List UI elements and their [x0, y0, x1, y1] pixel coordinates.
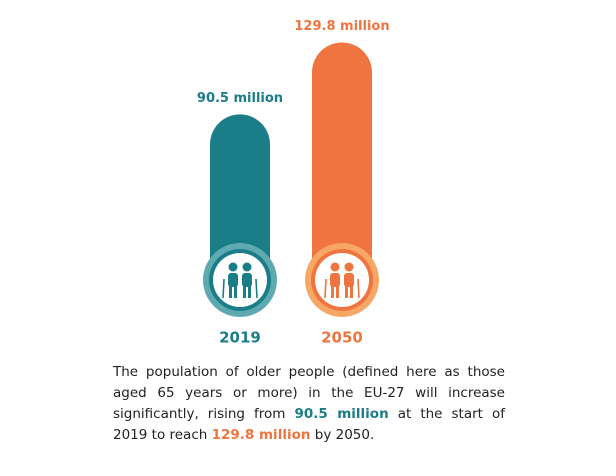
value-label: 90.5 million [197, 91, 283, 106]
icon [222, 262, 258, 299]
icon-inner [213, 253, 267, 307]
icon-leg [248, 286, 251, 298]
icon-leg [350, 286, 353, 298]
icon-head [242, 262, 252, 272]
value-label: 129.8 million [294, 19, 389, 34]
icon-head [228, 262, 238, 272]
bar [312, 42, 372, 281]
chart: 90.5 million 2019 129.8 million 2050 [197, 19, 390, 347]
icon-head [330, 262, 340, 272]
icon-body [228, 273, 238, 287]
icon-cane [357, 278, 360, 299]
icon-cane [222, 278, 225, 299]
category-label: 2050 [321, 329, 363, 347]
icon-inner [315, 253, 369, 307]
icon [324, 262, 360, 299]
icon-leg [336, 286, 339, 298]
icon-leg [331, 286, 334, 298]
bar [210, 114, 270, 280]
icon-leg [243, 286, 246, 298]
caption-text: at the start of 2019 to reach [113, 406, 505, 443]
icon-cane [255, 278, 258, 299]
caption-highlight: 129.8 million [211, 427, 311, 443]
caption-text: by 2050. [310, 427, 375, 443]
caption: The population of older people (defined … [113, 362, 505, 446]
icon-leg [345, 286, 348, 298]
icon-body [330, 273, 340, 287]
icon-leg [234, 286, 237, 298]
icon-cane [324, 278, 327, 299]
icon-body [242, 273, 252, 287]
caption-highlight: 90.5 million [294, 406, 389, 422]
category-label: 2019 [219, 329, 261, 347]
caption-text: The population of older people (defined … [113, 364, 505, 422]
icon-body [344, 273, 354, 287]
icon-leg [229, 286, 232, 298]
icon-head [344, 262, 354, 272]
